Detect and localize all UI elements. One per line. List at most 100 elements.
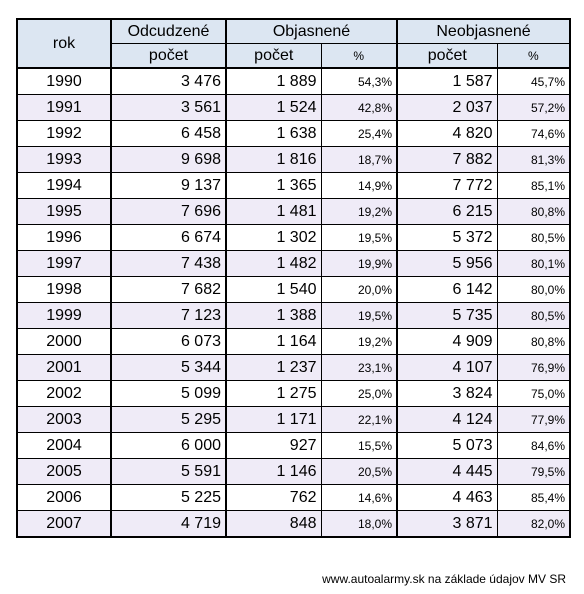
table-body: 1990 3 476 1 889 54,3% 1 587 45,7% 1991 3 561 1 … xyxy=(16,67,571,538)
value-cell: 81,3% xyxy=(496,146,571,173)
value-cell: 9 137 xyxy=(110,172,227,199)
value-cell: 5 295 xyxy=(110,406,227,433)
value-cell: 19,5% xyxy=(320,302,398,329)
value-cell: 6 674 xyxy=(110,224,227,251)
value-cell: 5 225 xyxy=(110,484,227,511)
value-cell: 1 365 xyxy=(225,172,322,199)
table-row: 2003 5 295 1 171 22,1% 4 124 77,9% xyxy=(16,406,571,433)
value-cell: 3 476 xyxy=(110,67,227,95)
year-cell: 1993 xyxy=(16,146,112,173)
table-row: 2002 5 099 1 275 25,0% 3 824 75,0% xyxy=(16,380,571,407)
year-cell: 2007 xyxy=(16,510,112,538)
value-cell: 1 275 xyxy=(225,380,322,407)
value-cell: 25,4% xyxy=(320,120,398,147)
sub-header: počet xyxy=(225,43,322,69)
value-cell: 2 037 xyxy=(396,94,498,121)
header-cell: rok xyxy=(16,18,112,69)
year-cell: 2000 xyxy=(16,328,112,355)
value-cell: 6 142 xyxy=(396,276,498,303)
value-cell: 7 772 xyxy=(396,172,498,199)
source-note: www.autoalarmy.sk na základe údajov MV S… xyxy=(322,572,566,586)
value-cell: 23,1% xyxy=(320,354,398,381)
group-header: Odcudzené xyxy=(110,18,227,44)
year-cell: 1995 xyxy=(16,198,112,225)
value-cell: 20,5% xyxy=(320,458,398,485)
value-cell: 42,8% xyxy=(320,94,398,121)
value-cell: 14,6% xyxy=(320,484,398,511)
value-cell: 5 591 xyxy=(110,458,227,485)
value-cell: 22,1% xyxy=(320,406,398,433)
value-cell: 6 073 xyxy=(110,328,227,355)
value-cell: 1 164 xyxy=(225,328,322,355)
value-cell: 5 735 xyxy=(396,302,498,329)
year-cell: 2002 xyxy=(16,380,112,407)
value-cell: 84,6% xyxy=(496,432,571,459)
value-cell: 4 909 xyxy=(396,328,498,355)
table-row: 2004 6 000 927 15,5% 5 073 84,6% xyxy=(16,432,571,459)
value-cell: 1 816 xyxy=(225,146,322,173)
value-cell: 762 xyxy=(225,484,322,511)
year-cell: 2006 xyxy=(16,484,112,511)
value-cell: 80,8% xyxy=(496,198,571,225)
year-cell: 1999 xyxy=(16,302,112,329)
value-cell: 5 956 xyxy=(396,250,498,277)
group-header: Objasnené xyxy=(224,18,398,44)
table-row: 1994 9 137 1 365 14,9% 7 772 85,1% xyxy=(16,172,571,199)
value-cell: 7 682 xyxy=(110,276,227,303)
value-cell: 7 438 xyxy=(110,250,227,277)
value-cell: 1 388 xyxy=(225,302,322,329)
year-cell: 2003 xyxy=(16,406,112,433)
value-cell: 4 719 xyxy=(110,510,227,538)
table-row: 2007 4 719 848 18,0% 3 871 82,0% xyxy=(16,510,571,538)
value-cell: 1 171 xyxy=(225,406,322,433)
year-cell: 1990 xyxy=(16,67,112,95)
value-cell: 80,5% xyxy=(496,302,571,329)
table-row: 1991 3 561 1 524 42,8% 2 037 57,2% xyxy=(16,94,571,121)
year-cell: 1991 xyxy=(16,94,112,121)
year-cell: 1998 xyxy=(16,276,112,303)
table-row: 1996 6 674 1 302 19,5% 5 372 80,5% xyxy=(16,224,571,251)
value-cell: 1 302 xyxy=(225,224,322,251)
value-cell: 85,1% xyxy=(496,172,571,199)
value-cell: 4 107 xyxy=(396,354,498,381)
year-cell: 1997 xyxy=(16,250,112,277)
value-cell: 1 540 xyxy=(225,276,322,303)
year-cell: 2005 xyxy=(16,458,112,485)
value-cell: 1 638 xyxy=(225,120,322,147)
value-cell: 19,2% xyxy=(320,198,398,225)
value-cell: 7 123 xyxy=(110,302,227,329)
value-cell: 19,5% xyxy=(320,224,398,251)
table-row: 1997 7 438 1 482 19,9% 5 956 80,1% xyxy=(16,250,571,277)
sub-header: počet xyxy=(396,43,498,69)
value-cell: 82,0% xyxy=(496,510,571,538)
value-cell: 1 889 xyxy=(225,67,322,95)
value-cell: 5 344 xyxy=(110,354,227,381)
value-cell: 80,0% xyxy=(496,276,571,303)
value-cell: 4 124 xyxy=(396,406,498,433)
value-cell: 45,7% xyxy=(496,67,571,95)
value-cell: 5 073 xyxy=(396,432,498,459)
value-cell: 77,9% xyxy=(496,406,571,433)
year-cell: 2004 xyxy=(16,432,112,459)
value-cell: 1 482 xyxy=(225,250,322,277)
value-cell: 7 696 xyxy=(110,198,227,225)
value-cell: 75,0% xyxy=(496,380,571,407)
value-cell: 927 xyxy=(225,432,322,459)
value-cell: 79,5% xyxy=(496,458,571,485)
value-cell: 848 xyxy=(225,510,322,538)
table-row: 2005 5 591 1 146 20,5% 4 445 79,5% xyxy=(16,458,571,485)
table-row: 1998 7 682 1 540 20,0% 6 142 80,0% xyxy=(16,276,571,303)
value-cell: 3 561 xyxy=(110,94,227,121)
value-cell: 19,2% xyxy=(320,328,398,355)
value-cell: 54,3% xyxy=(320,67,398,95)
year-cell: 2001 xyxy=(16,354,112,381)
table-row: 2000 6 073 1 164 19,2% 4 909 80,8% xyxy=(16,328,571,355)
value-cell: 1 146 xyxy=(225,458,322,485)
table-row: 1990 3 476 1 889 54,3% 1 587 45,7% xyxy=(16,67,571,95)
value-cell: 9 698 xyxy=(110,146,227,173)
value-cell: 80,8% xyxy=(496,328,571,355)
value-cell: 74,6% xyxy=(496,120,571,147)
year-cell: 1994 xyxy=(16,172,112,199)
value-cell: 4 445 xyxy=(396,458,498,485)
